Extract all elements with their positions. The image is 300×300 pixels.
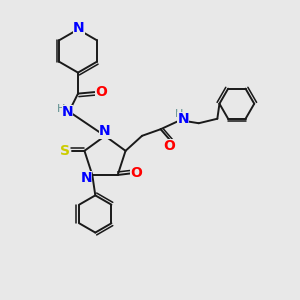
Text: O: O <box>164 139 176 153</box>
Text: S: S <box>60 144 70 158</box>
Text: O: O <box>95 85 107 99</box>
Text: H: H <box>56 103 65 114</box>
Text: N: N <box>62 105 73 119</box>
Text: N: N <box>177 112 189 126</box>
Text: H: H <box>175 109 183 118</box>
Text: N: N <box>99 124 111 138</box>
Text: O: O <box>130 167 142 181</box>
Text: N: N <box>80 171 92 185</box>
Text: N: N <box>73 21 84 35</box>
